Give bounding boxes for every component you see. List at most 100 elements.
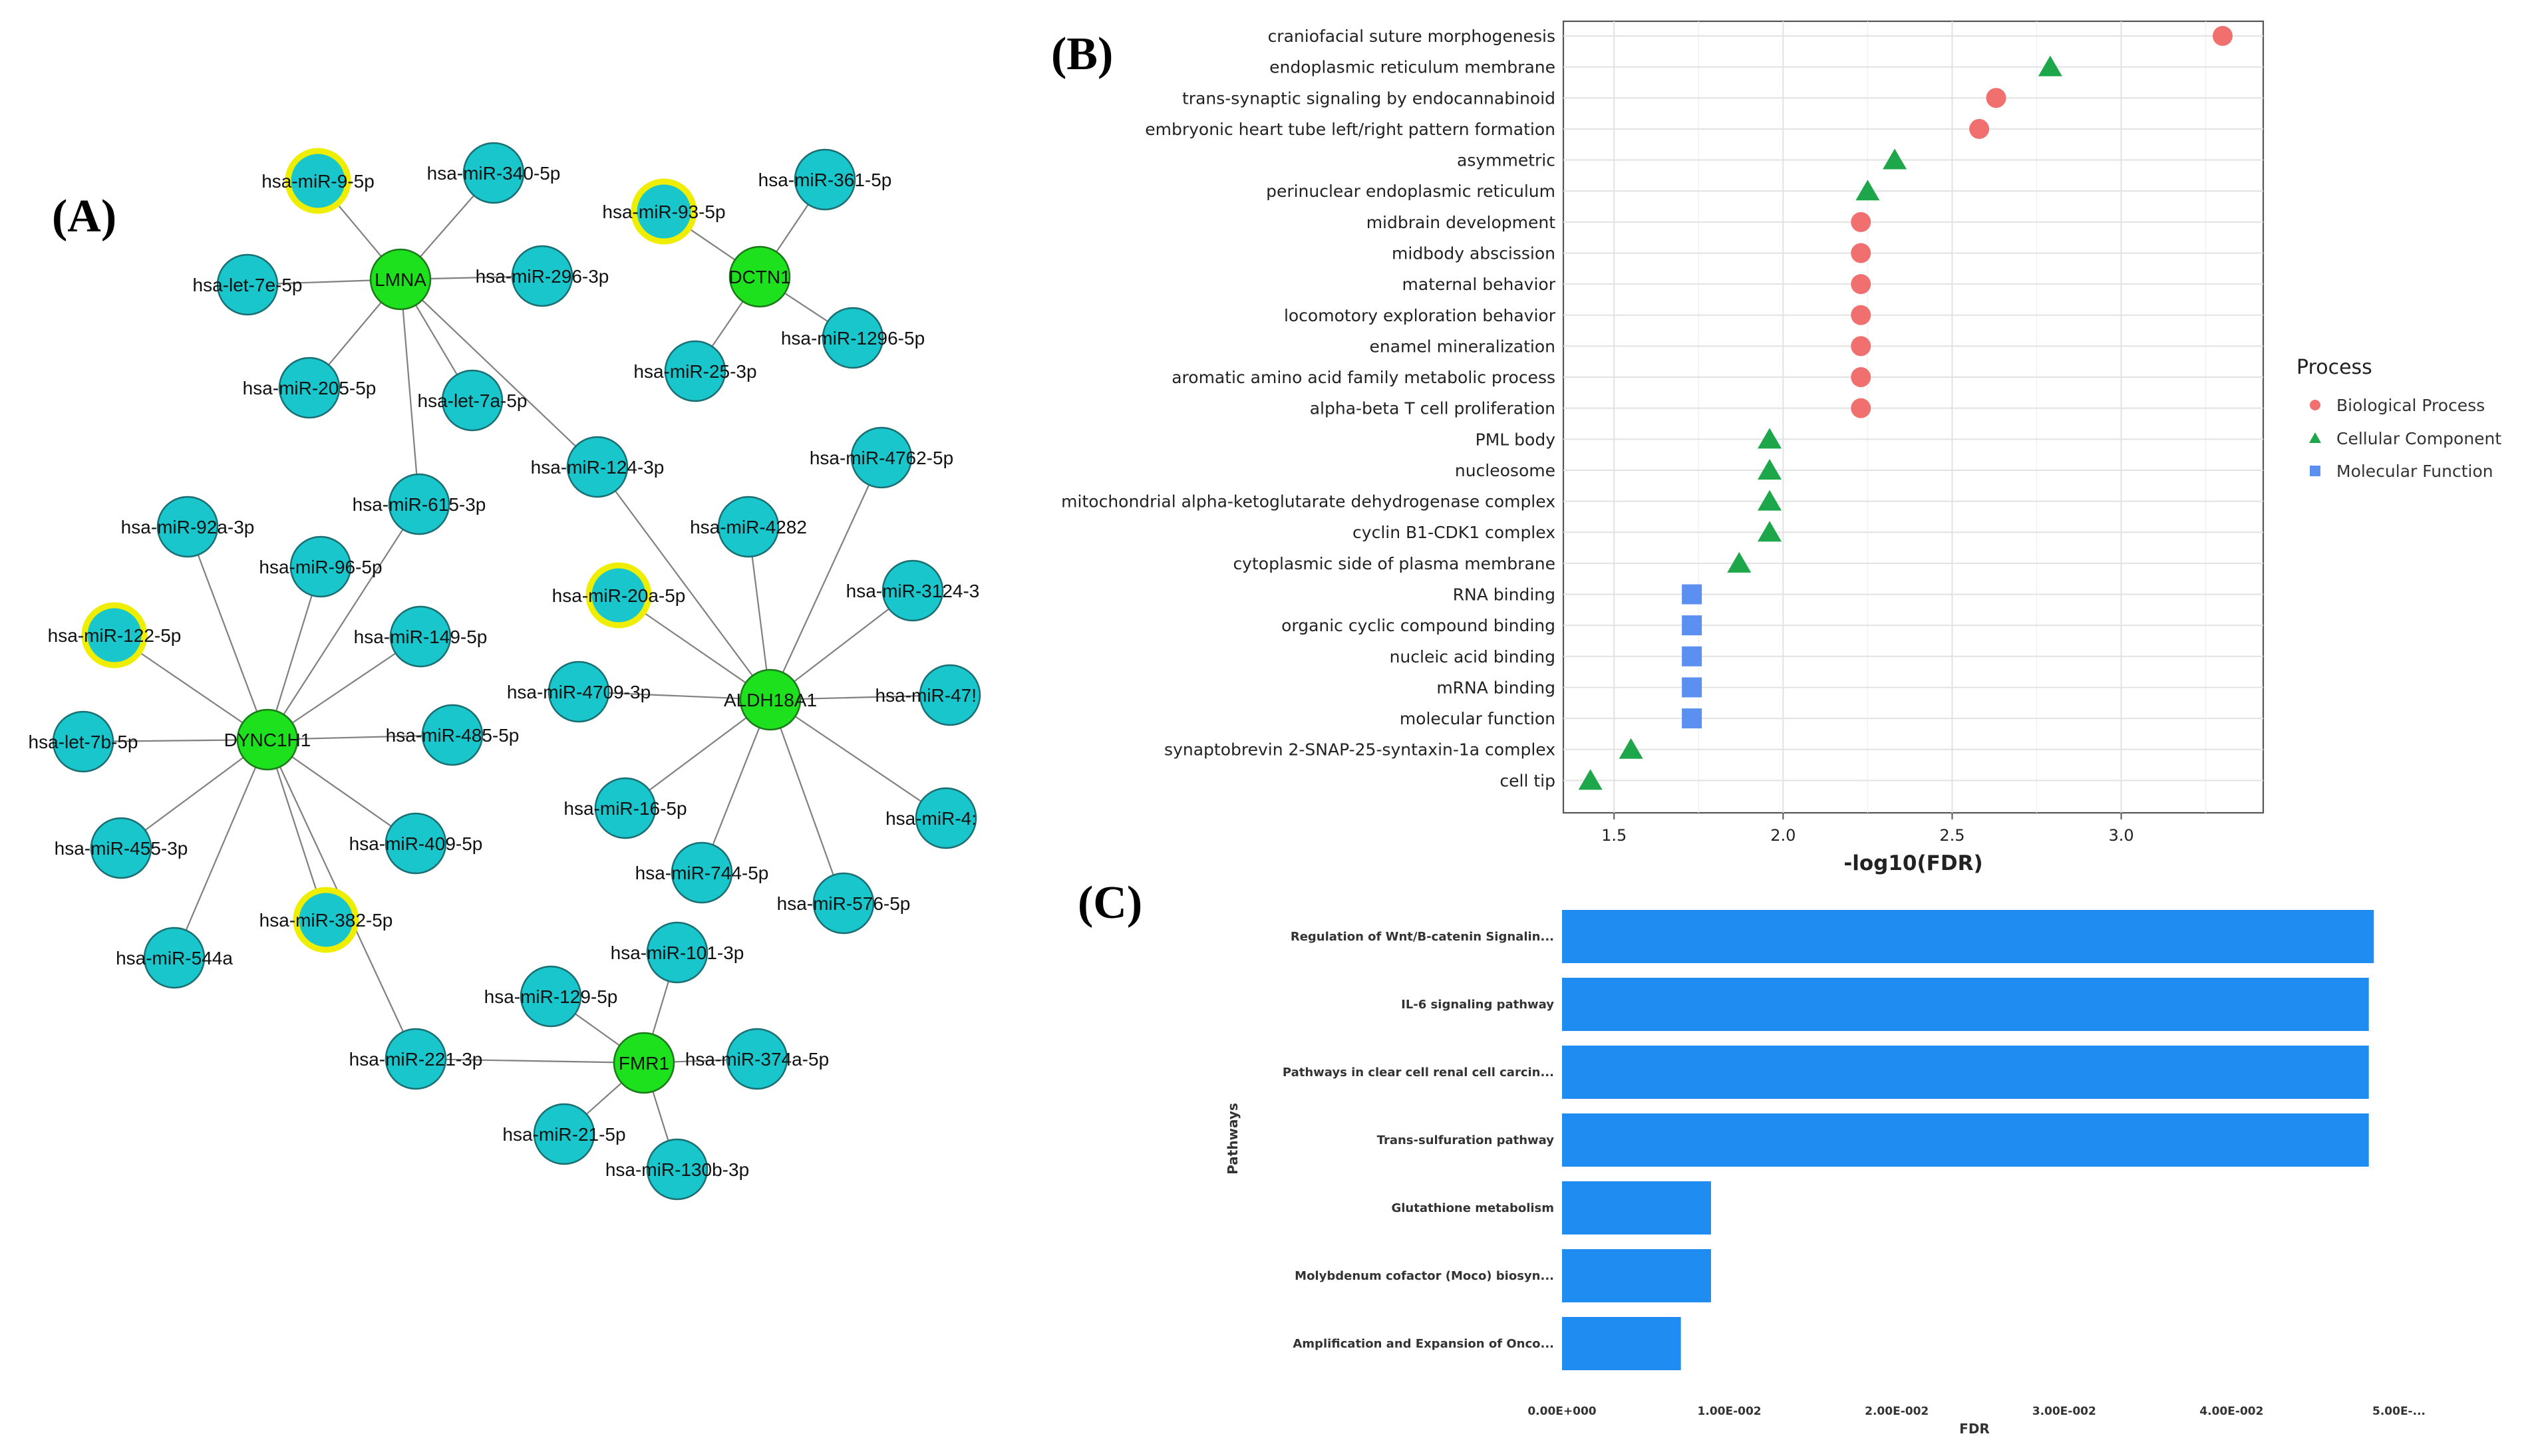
pathway-label: Molybdenum cofactor (Moco) biosyn... bbox=[1295, 1269, 1554, 1283]
term-label: mitochondrial alpha-ketoglutarate dehydr… bbox=[1061, 492, 1555, 511]
network-nodes: hsa-miR-9-5p hsa-miR-340-5p hsa-let-7e-5p h… bbox=[29, 142, 981, 1201]
network-edges bbox=[82, 172, 951, 1170]
pathway-label: Regulation of Wnt/B-catenin Signalin... bbox=[1291, 930, 1554, 944]
mirna-node-m455[interactable] bbox=[90, 817, 152, 879]
mirna-label: hsa-miR-205-5p bbox=[243, 378, 377, 398]
network-edge bbox=[267, 504, 420, 740]
term-label: embryonic heart tube left/right pattern … bbox=[1145, 120, 1555, 139]
mirna-label: hsa-miR-296-3p bbox=[476, 266, 609, 287]
mirna-node-m130b[interactable] bbox=[646, 1138, 709, 1201]
mirna-label: hsa-miR-3124-3 bbox=[846, 581, 980, 601]
mirna-node-m129[interactable] bbox=[520, 965, 582, 1028]
mirna-node-m4762[interactable] bbox=[850, 426, 913, 489]
mirna-label: hsa-let-7e-5p bbox=[193, 275, 303, 295]
point-biological-process bbox=[1986, 88, 2006, 108]
legend-title: Process bbox=[2296, 356, 2372, 379]
mirna-node-m544a[interactable] bbox=[143, 927, 206, 989]
mirna-label: hsa-miR-122-5p bbox=[48, 625, 182, 646]
mirna-label: hsa-miR-221-3p bbox=[349, 1049, 483, 1070]
mirna-node-m4x[interactable] bbox=[915, 787, 977, 849]
mirna-node-m149[interactable] bbox=[389, 605, 452, 668]
point-biological-process bbox=[2213, 26, 2233, 46]
gene-node-lmna[interactable] bbox=[369, 248, 432, 311]
mirna-node-m9[interactable] bbox=[285, 148, 351, 214]
gene-node-dync1h1[interactable] bbox=[236, 708, 299, 771]
mirna-node-m4282[interactable] bbox=[717, 496, 780, 558]
network-edge bbox=[399, 279, 420, 505]
mirna-node-m409[interactable] bbox=[385, 812, 447, 875]
mirna-node-m485[interactable] bbox=[421, 704, 484, 766]
mirna-node-m93[interactable] bbox=[631, 178, 697, 245]
pathway-label: Amplification and Expansion of Onco... bbox=[1293, 1337, 1554, 1351]
mirna-node-m340[interactable] bbox=[462, 142, 525, 204]
network-edge bbox=[701, 699, 772, 873]
mirna-node-m124[interactable] bbox=[566, 436, 629, 498]
term-label: nucleosome bbox=[1455, 461, 1555, 480]
mirna-node-m4709[interactable] bbox=[548, 660, 610, 723]
tick-label: 2.5 bbox=[1939, 826, 1965, 845]
pathway-bar bbox=[1562, 1181, 1711, 1235]
term-label: nucleic acid binding bbox=[1390, 647, 1555, 666]
point-cellular-component bbox=[1758, 521, 1782, 542]
mirna-node-m47x[interactable] bbox=[919, 664, 981, 726]
gene-node-fmr1[interactable] bbox=[613, 1032, 675, 1094]
point-cellular-component bbox=[2038, 55, 2062, 76]
mirna-label: hsa-miR-93-5p bbox=[602, 202, 725, 222]
point-biological-process bbox=[1851, 398, 1871, 418]
network-edge bbox=[770, 457, 882, 700]
term-label: synaptobrevin 2-SNAP-25-syntaxin-1a comp… bbox=[1164, 740, 1555, 760]
term-label: trans-synaptic signaling by endocannabin… bbox=[1182, 88, 1555, 108]
mirna-node-m361[interactable] bbox=[794, 148, 856, 211]
mirna-label: hsa-miR-744-5p bbox=[635, 863, 769, 883]
mirna-label: hsa-miR-615-3p bbox=[353, 494, 486, 515]
term-label: mRNA binding bbox=[1436, 678, 1555, 697]
mirna-node-m20a[interactable] bbox=[585, 562, 652, 629]
mirna-node-m221[interactable] bbox=[385, 1028, 447, 1090]
mirna-node-m96[interactable] bbox=[289, 535, 352, 598]
mirna-label: hsa-let-7b-5p bbox=[29, 732, 138, 752]
mirna-node-m16[interactable] bbox=[594, 777, 657, 839]
mirna-node-m374a[interactable] bbox=[726, 1028, 788, 1090]
pathway-bar bbox=[1562, 1249, 1711, 1302]
mirna-node-m101[interactable] bbox=[646, 921, 709, 984]
gene-label: LMNA bbox=[375, 269, 426, 290]
term-label: organic cyclic compound binding bbox=[1281, 616, 1555, 635]
mirna-node-m122[interactable] bbox=[81, 602, 148, 668]
mirna-label: hsa-miR-4: bbox=[885, 808, 977, 829]
term-label: RNA binding bbox=[1453, 585, 1555, 605]
mirna-node-m744[interactable] bbox=[671, 841, 733, 904]
gene-node-dctn1[interactable] bbox=[728, 245, 791, 308]
panel-label-c: (C) bbox=[1078, 877, 1142, 929]
point-biological-process bbox=[1851, 212, 1871, 232]
legend-marker-molecular-function bbox=[2310, 466, 2320, 476]
grid-b bbox=[1563, 21, 2263, 813]
mirna-node-let7e[interactable] bbox=[216, 253, 279, 316]
mirna-node-m296[interactable] bbox=[511, 245, 573, 307]
pathway-bar-chart: Regulation of Wnt/B-catenin Signalin... I… bbox=[1225, 910, 2426, 1437]
points-b bbox=[1578, 26, 2233, 790]
gene-node-aldh18a1[interactable] bbox=[739, 668, 802, 731]
term-label: cyclin B1-CDK1 complex bbox=[1352, 523, 1555, 542]
mirna-node-m205[interactable] bbox=[278, 357, 341, 419]
mirna-node-m576[interactable] bbox=[812, 872, 875, 935]
point-molecular-function bbox=[1682, 708, 1702, 729]
mirna-node-m1296[interactable] bbox=[822, 307, 884, 369]
point-molecular-function bbox=[1682, 584, 1702, 605]
point-cellular-component bbox=[1855, 180, 1880, 201]
network-edge bbox=[173, 739, 269, 958]
mirna-node-let7a[interactable] bbox=[441, 369, 504, 432]
mirna-label: hsa-miR-382-5p bbox=[259, 910, 393, 931]
mirna-node-m3124[interactable] bbox=[881, 559, 944, 622]
mirna-node-let7b[interactable] bbox=[52, 710, 114, 773]
pathway-label: IL-6 signaling pathway bbox=[1401, 998, 1554, 1012]
mirna-node-m21[interactable] bbox=[533, 1103, 595, 1165]
mirna-node-m615[interactable] bbox=[388, 473, 450, 535]
pathway-bar bbox=[1562, 1113, 2369, 1167]
mirna-node-m382[interactable] bbox=[293, 887, 359, 953]
mirna-label: hsa-miR-1296-5p bbox=[781, 328, 925, 349]
mirna-node-m25[interactable] bbox=[664, 340, 726, 402]
mirna-node-m92a[interactable] bbox=[156, 496, 219, 558]
go-enrichment-dotplot: craniofacial suture morphogenesis endopla… bbox=[1061, 20, 2501, 875]
tick-label-c: 2.00E-002 bbox=[1865, 1405, 1929, 1418]
